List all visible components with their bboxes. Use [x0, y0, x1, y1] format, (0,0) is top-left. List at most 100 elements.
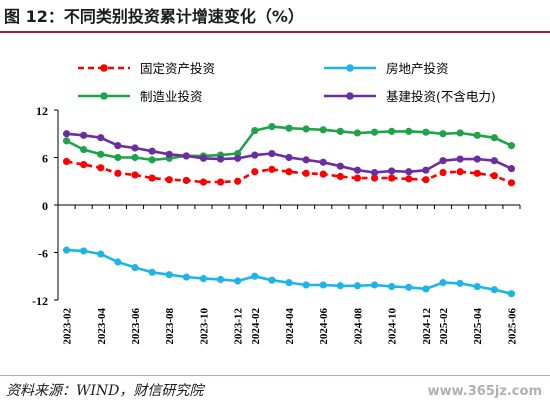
chart-axes: 12 6 0 -6 -12 2023-02 2023-04 2023-06 2023-08 202… [32, 104, 521, 345]
x-tick-label: 2024-10 [387, 308, 399, 345]
data-point [216, 178, 225, 186]
legend-label: 制造业投资 [140, 89, 203, 104]
data-point [97, 164, 105, 172]
source-note: 资料来源：WIND，财信研究院 [6, 383, 204, 399]
legend-item: 房地产投资 [324, 61, 449, 76]
watermark: www.365jz.com [427, 384, 542, 399]
data-point [97, 250, 105, 258]
data-point [268, 149, 276, 158]
x-tick-label: 2025-04 [472, 308, 484, 345]
legend-swatch-marker [100, 92, 108, 100]
data-point [353, 166, 362, 174]
legend-label: 房地产投资 [386, 61, 449, 76]
x-tick-label: 2024-08 [352, 308, 364, 345]
series-line [66, 132, 512, 174]
data-point [422, 176, 430, 184]
data-point [490, 157, 498, 165]
legend-item: 基建投资(不含电力) [324, 89, 496, 104]
data-point [62, 157, 71, 166]
data-point [422, 285, 430, 293]
y-tick-label: -6 [38, 247, 48, 261]
data-point [422, 166, 430, 174]
data-point [422, 128, 430, 136]
data-point [80, 131, 88, 139]
data-point [234, 154, 242, 162]
data-point [439, 278, 447, 287]
data-point [148, 147, 156, 155]
series-2 [62, 246, 516, 298]
legend-label: 基建投资(不含电力) [386, 89, 496, 104]
y-tick-label: -12 [32, 294, 48, 308]
data-point [319, 170, 327, 178]
data-point [114, 169, 122, 177]
x-tick-label: 2025-06 [506, 308, 518, 345]
data-point [131, 263, 139, 272]
data-point [268, 123, 276, 131]
data-point [336, 127, 344, 135]
data-point [370, 128, 379, 136]
data-point [302, 169, 310, 177]
data-point [165, 150, 173, 158]
series-line [66, 248, 512, 295]
x-tick-label: 2023-10 [198, 308, 210, 345]
data-point [268, 165, 276, 173]
data-point [319, 126, 327, 134]
data-point [97, 150, 105, 158]
series-4 [62, 130, 516, 177]
data-point [114, 153, 122, 162]
data-point [439, 157, 447, 165]
data-point [388, 174, 396, 182]
x-tick-label: 2024-12 [421, 308, 433, 345]
data-point [285, 278, 293, 287]
data-point [388, 167, 396, 175]
data-point [285, 168, 293, 176]
legend-swatch-marker [346, 92, 354, 100]
data-point [490, 134, 498, 142]
data-point [131, 144, 139, 152]
data-point [473, 155, 481, 163]
data-point [353, 174, 362, 182]
data-point [114, 142, 122, 150]
data-point [131, 153, 139, 162]
data-point [507, 142, 516, 150]
data-point [234, 177, 242, 185]
y-tick-label: 0 [42, 199, 48, 213]
data-point [336, 172, 344, 181]
data-point [490, 286, 498, 294]
data-point [285, 124, 293, 132]
data-point [131, 171, 139, 179]
data-point [302, 156, 310, 164]
data-point [490, 172, 498, 180]
legend-swatch-marker [100, 64, 108, 72]
data-point [182, 176, 190, 185]
data-point [148, 156, 156, 164]
data-point [251, 168, 259, 176]
data-point [439, 130, 447, 138]
data-point [456, 168, 464, 176]
data-point [456, 155, 464, 163]
y-tick-label: 6 [42, 152, 48, 166]
data-point [251, 126, 259, 135]
data-point [114, 258, 122, 266]
x-tick-label: 2024-06 [318, 308, 330, 345]
data-point [80, 247, 88, 255]
x-tick-label: 2023-08 [164, 308, 176, 345]
data-point [268, 276, 276, 284]
data-point [234, 277, 242, 285]
y-tick-label: 12 [36, 104, 48, 118]
legend-item: 制造业投资 [78, 89, 203, 104]
data-point [353, 129, 362, 137]
data-point [439, 168, 447, 177]
data-point [182, 273, 190, 281]
footer-divider [0, 375, 550, 376]
data-point [216, 155, 225, 163]
data-point [353, 282, 362, 290]
legend-swatch-marker [346, 64, 354, 72]
figure-title: 图 12：不同类别投资累计增速变化（%） [4, 7, 304, 26]
data-point [405, 127, 413, 135]
data-point [388, 127, 396, 135]
data-point [62, 246, 71, 254]
data-point [388, 282, 396, 291]
data-point [507, 179, 516, 187]
